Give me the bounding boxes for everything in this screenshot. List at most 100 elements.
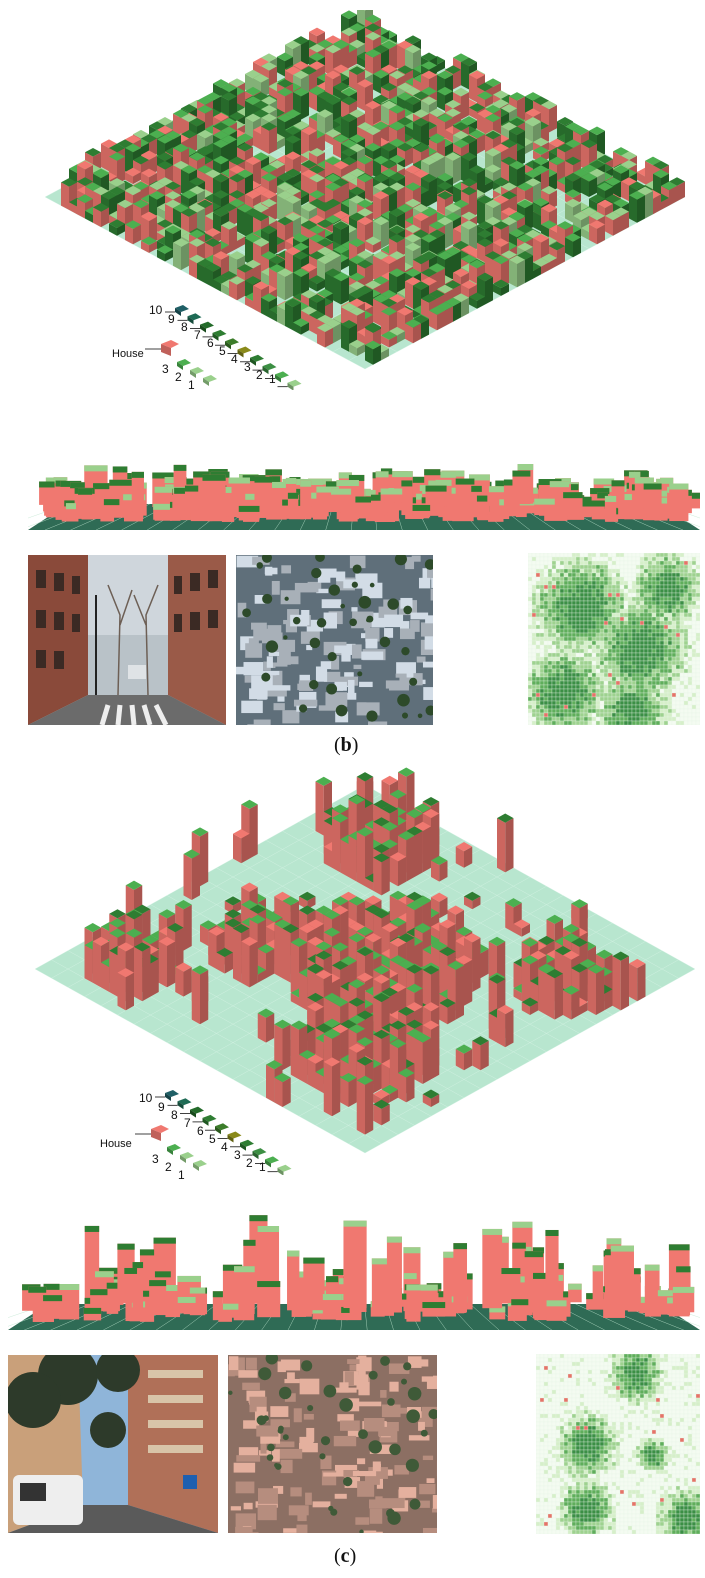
canopy-cell (615, 564, 621, 570)
legend-house-tree-block (190, 367, 204, 374)
canopy-cell (663, 604, 669, 610)
sat-building (384, 614, 404, 628)
canopy-cell (627, 568, 633, 574)
canopy-cell (531, 664, 537, 670)
canopy-cell (647, 576, 653, 582)
canopy-cell (631, 568, 637, 574)
canopy-cell (528, 592, 533, 598)
voxel-top (413, 117, 429, 127)
canopy-cell (607, 608, 613, 614)
canopy-cell (583, 624, 589, 630)
canopy-cell (635, 564, 641, 570)
canopy-cell (671, 644, 677, 650)
voxel-top (445, 65, 461, 75)
canopy-cell (623, 656, 629, 662)
canopy-cell (555, 604, 561, 610)
canopy-cell (631, 560, 637, 566)
side-tree-top (593, 478, 615, 485)
canopy-cell (583, 568, 589, 574)
voxel-top (429, 229, 445, 239)
canopy-cell (691, 576, 697, 582)
canopy-cell (603, 664, 609, 670)
voxel-top (253, 100, 269, 110)
canopy-cell (683, 644, 689, 650)
canopy-cell (663, 652, 669, 658)
voxel-top (173, 160, 189, 170)
canopy-cell (567, 624, 573, 630)
canopy-cell (675, 648, 681, 654)
voxel-side (69, 202, 77, 215)
canopy-cell (687, 660, 693, 666)
canopy-cell (575, 580, 581, 586)
canopy-cell (619, 616, 625, 622)
canopy-cell (603, 564, 609, 570)
side-tree-top (154, 486, 172, 493)
voxel-top (229, 165, 245, 174)
canopy-cell (603, 620, 609, 626)
voxel-top (85, 182, 101, 191)
canopy-cell (531, 604, 537, 610)
canopy-cell (623, 632, 629, 638)
canopy-cell (599, 604, 605, 610)
canopy-cell (591, 576, 597, 582)
canopy-cell (655, 600, 661, 606)
canopy-cell (671, 553, 677, 558)
voxel-top (309, 275, 325, 284)
canopy-cell (671, 620, 677, 626)
voxel-top (613, 165, 629, 174)
canopy-cell (647, 656, 653, 662)
canopy-cell (627, 600, 633, 606)
canopy-cell (639, 612, 645, 618)
voxel-side (405, 281, 413, 309)
voxel-side (245, 296, 253, 309)
sat-building (365, 638, 378, 649)
canopy-cell (683, 556, 689, 562)
canopy-cell (531, 616, 537, 622)
sat-building (323, 671, 341, 683)
canopy-cell (583, 608, 589, 614)
voxel-top (261, 113, 277, 123)
voxel-top (333, 210, 349, 220)
canopy-cell (547, 620, 553, 626)
legend-tree-block (250, 354, 264, 362)
voxel-top (485, 216, 501, 226)
canopy-cell (655, 572, 661, 578)
side-house-column (476, 495, 488, 520)
canopy-cell (611, 584, 617, 590)
canopy-cell (687, 580, 693, 586)
voxel-top (437, 70, 453, 80)
canopy-cell (627, 556, 633, 562)
canopy-cell (615, 652, 621, 658)
canopy-cell (603, 648, 609, 654)
canopy-cell (695, 556, 700, 562)
canopy-cell (563, 660, 569, 666)
canopy-cell (555, 608, 561, 614)
canopy-cell (695, 656, 700, 662)
canopy-cell (551, 604, 557, 610)
canopy-cell (571, 560, 577, 566)
canopy-cell (659, 616, 665, 622)
voxel-top (477, 272, 493, 282)
canopy-cell (655, 644, 661, 650)
side-tree-top (404, 476, 426, 483)
canopy-cell (615, 660, 621, 666)
voxel-top (461, 280, 477, 290)
side-tree-top (178, 478, 199, 485)
canopy-cell (535, 596, 541, 602)
canopy-cell (615, 648, 621, 654)
canopy-cell (611, 572, 617, 578)
voxel-side (181, 242, 189, 271)
canopy-cell (555, 560, 561, 566)
voxel-side (229, 207, 237, 228)
canopy-cell (623, 628, 629, 634)
voxel-top (245, 86, 261, 96)
sat-building (257, 687, 267, 700)
canopy-cell (571, 616, 577, 622)
sat-tree (394, 555, 407, 566)
canopy-cell (531, 672, 537, 678)
voxel-top (365, 100, 381, 110)
side-tree-top (325, 481, 342, 488)
canopy-cell (619, 600, 625, 606)
voxel-side (85, 210, 93, 223)
canopy-cell (627, 596, 633, 602)
